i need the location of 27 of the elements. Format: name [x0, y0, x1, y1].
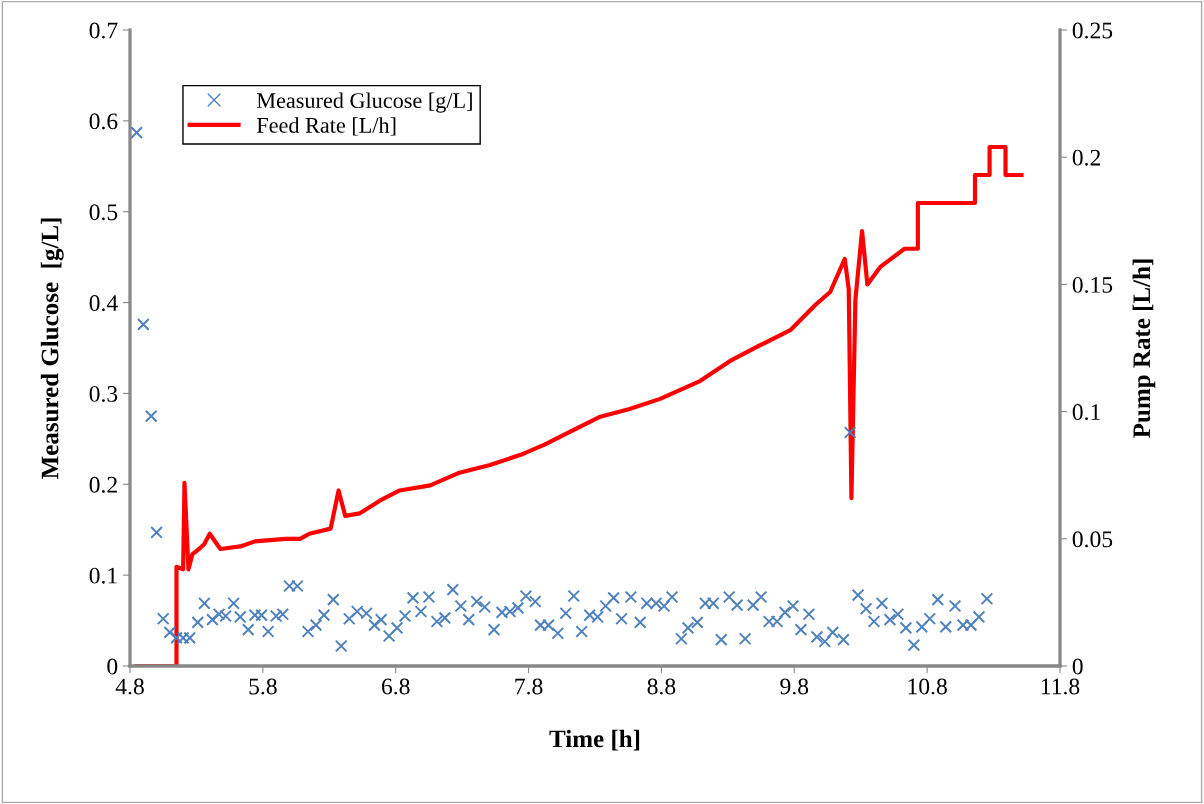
legend-label: Feed Rate [L/h]	[256, 117, 396, 136]
y2-tick-label: 0.25	[1072, 22, 1113, 39]
y-tick-label: 0	[107, 658, 118, 675]
x-tick-label: 7.8	[515, 678, 543, 695]
y2-tick-label: 0.2	[1072, 149, 1101, 166]
y-tick-label: 0.7	[89, 22, 118, 39]
x-tick-label: 6.8	[381, 678, 410, 695]
y-tick-label: 0.6	[89, 113, 118, 130]
x-tick-label: 4.8	[115, 678, 144, 695]
y-tick-label: 0.2	[89, 476, 117, 493]
x-tick-label: 5.8	[249, 678, 277, 695]
x-tick-label: 10.8	[908, 678, 947, 695]
x-tick-label: 11.8	[1041, 678, 1080, 695]
y-axis-title: Measured Glucose [g/L]	[40, 218, 64, 479]
y-tick-label: 0.5	[89, 204, 118, 221]
y2-tick-label: 0.1	[1072, 404, 1100, 421]
y-tick-label: 0.4	[89, 295, 118, 312]
y-tick-label: 0.1	[89, 567, 117, 584]
x-axis-title: Time [h]	[549, 729, 640, 751]
x-tick-label: 8.8	[647, 678, 676, 695]
y2-axis-title: Pump Rate [L/h]	[1132, 259, 1156, 438]
legend-label: Measured Glucose [g/L]	[256, 92, 472, 113]
y2-tick-label: 0.15	[1072, 276, 1113, 293]
y2-tick-label: 0	[1072, 658, 1083, 675]
y2-tick-label: 0.05	[1072, 531, 1113, 548]
y-tick-label: 0.3	[89, 385, 118, 402]
x-tick-label: 9.8	[780, 678, 809, 695]
